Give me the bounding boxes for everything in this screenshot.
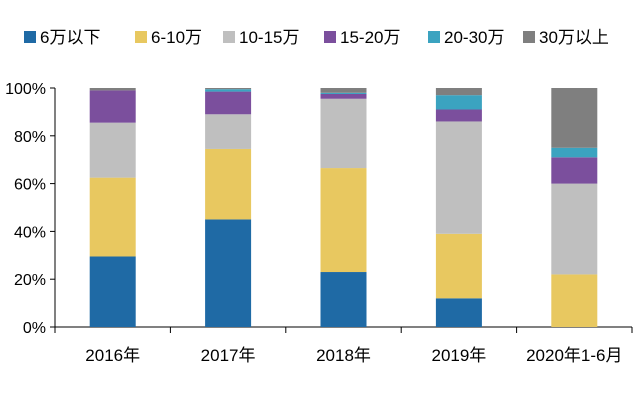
legend-swatch-3 <box>324 31 336 43</box>
bar-segment-2-5 <box>320 88 367 93</box>
bar-segment-4-1 <box>551 274 598 327</box>
bar-segment-1-5 <box>205 88 252 90</box>
x-tick-label-2: 2018年 <box>316 346 371 365</box>
x-tick-label-4: 2020年1-6月 <box>526 346 622 365</box>
legend-swatch-1 <box>135 31 147 43</box>
x-axis: 2016年 2017年 2018年 2019年 2020年1-6月 <box>54 326 633 365</box>
bar-segment-1-2 <box>205 114 252 149</box>
bar-segment-0-1 <box>89 177 136 257</box>
bar-segment-1-0 <box>205 219 252 327</box>
bar-segment-3-4 <box>435 95 482 110</box>
bar-segment-0-0 <box>89 256 136 327</box>
bar-segment-3-0 <box>435 298 482 327</box>
bar-segment-0-3 <box>89 90 136 123</box>
bar-segment-3-1 <box>435 233 482 299</box>
bar-segment-1-1 <box>205 148 252 220</box>
legend-label-5: 30万以上 <box>539 28 609 47</box>
y-tick-label-4: 80% <box>14 129 46 146</box>
bar-segment-4-2 <box>551 183 598 275</box>
bar-segment-0-2 <box>89 122 136 178</box>
bar-segment-2-2 <box>320 98 367 169</box>
x-tick-label-3: 2019年 <box>431 346 486 365</box>
bar-segment-4-3 <box>551 157 598 184</box>
legend-label-3: 15-20万 <box>340 28 400 47</box>
legend: 6万以下 6-10万 10-15万 15-20万 20-30万 30万以上 <box>24 28 609 47</box>
bar-segment-3-3 <box>435 109 482 122</box>
y-axis: 0% 20% 40% 60% 80% 100% <box>5 81 56 337</box>
bar-segment-1-3 <box>205 91 252 115</box>
bar-segment-2-3 <box>320 93 367 99</box>
legend-swatch-5 <box>523 31 535 43</box>
legend-swatch-2 <box>223 31 235 43</box>
bar-segment-1-4 <box>205 89 252 92</box>
legend-label-4: 20-30万 <box>444 28 504 47</box>
bars <box>89 88 598 327</box>
y-tick-label-3: 60% <box>14 177 46 194</box>
legend-swatch-0 <box>24 31 36 43</box>
bar-segment-2-4 <box>320 92 367 94</box>
y-tick-label-0: 0% <box>23 320 46 337</box>
bar-segment-3-2 <box>435 121 482 234</box>
bar-segment-2-0 <box>320 272 367 327</box>
y-tick-label-2: 40% <box>14 224 46 241</box>
y-tick-label-1: 20% <box>14 272 46 289</box>
bar-segment-0-5 <box>89 88 136 91</box>
legend-swatch-4 <box>428 31 440 43</box>
bar-segment-2-1 <box>320 168 367 273</box>
legend-label-2: 10-15万 <box>239 28 299 47</box>
legend-label-1: 6-10万 <box>151 28 202 47</box>
bar-segment-4-4 <box>551 147 598 158</box>
y-tick-label-5: 100% <box>5 81 46 98</box>
bar-segment-4-5 <box>551 88 598 148</box>
legend-label-0: 6万以下 <box>40 28 100 47</box>
x-tick-label-1: 2017年 <box>201 346 256 365</box>
bar-segment-3-5 <box>435 88 482 96</box>
x-tick-label-0: 2016年 <box>85 346 140 365</box>
